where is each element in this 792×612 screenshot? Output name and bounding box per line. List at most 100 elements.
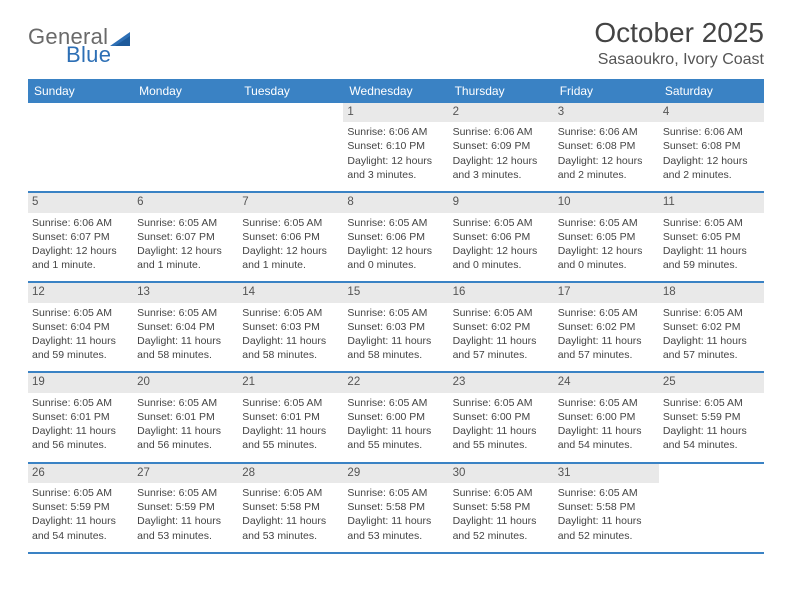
date-number: 31 bbox=[554, 464, 659, 484]
sunrise-text: Sunrise: 6:05 AM bbox=[663, 306, 760, 320]
calendar-grid: Sunday Monday Tuesday Wednesday Thursday… bbox=[28, 79, 764, 554]
date-number bbox=[659, 464, 764, 482]
day-cell: 15Sunrise: 6:05 AMSunset: 6:03 PMDayligh… bbox=[343, 283, 448, 368]
sunset-text: Sunset: 5:58 PM bbox=[347, 500, 444, 514]
day-cell: 5Sunrise: 6:06 AMSunset: 6:07 PMDaylight… bbox=[28, 193, 133, 278]
daylight-text: Daylight: 11 hours and 57 minutes. bbox=[453, 334, 550, 362]
sunset-text: Sunset: 6:01 PM bbox=[242, 410, 339, 424]
sunrise-text: Sunrise: 6:05 AM bbox=[242, 306, 339, 320]
week-row: 26Sunrise: 6:05 AMSunset: 5:59 PMDayligh… bbox=[28, 464, 764, 550]
daylight-text: Daylight: 11 hours and 55 minutes. bbox=[347, 424, 444, 452]
day-cell: 11Sunrise: 6:05 AMSunset: 6:05 PMDayligh… bbox=[659, 193, 764, 278]
day-cell: 27Sunrise: 6:05 AMSunset: 5:59 PMDayligh… bbox=[133, 464, 238, 549]
week-row: 12Sunrise: 6:05 AMSunset: 6:04 PMDayligh… bbox=[28, 283, 764, 369]
daylight-text: Daylight: 11 hours and 54 minutes. bbox=[558, 424, 655, 452]
day-cell: 12Sunrise: 6:05 AMSunset: 6:04 PMDayligh… bbox=[28, 283, 133, 368]
daylight-text: Daylight: 12 hours and 1 minute. bbox=[137, 244, 234, 272]
day-cell: 10Sunrise: 6:05 AMSunset: 6:05 PMDayligh… bbox=[554, 193, 659, 278]
sunrise-text: Sunrise: 6:05 AM bbox=[137, 306, 234, 320]
date-number: 29 bbox=[343, 464, 448, 484]
daylight-text: Daylight: 11 hours and 59 minutes. bbox=[663, 244, 760, 272]
day-cell: 24Sunrise: 6:05 AMSunset: 6:00 PMDayligh… bbox=[554, 373, 659, 458]
sunrise-text: Sunrise: 6:06 AM bbox=[558, 125, 655, 139]
sunrise-text: Sunrise: 6:05 AM bbox=[242, 486, 339, 500]
sunset-text: Sunset: 6:01 PM bbox=[137, 410, 234, 424]
daylight-text: Daylight: 11 hours and 57 minutes. bbox=[558, 334, 655, 362]
sunset-text: Sunset: 6:05 PM bbox=[558, 230, 655, 244]
day-cell bbox=[659, 464, 764, 549]
date-number: 4 bbox=[659, 103, 764, 123]
daylight-text: Daylight: 11 hours and 54 minutes. bbox=[663, 424, 760, 452]
date-number: 20 bbox=[133, 373, 238, 393]
day-cell: 30Sunrise: 6:05 AMSunset: 5:58 PMDayligh… bbox=[449, 464, 554, 549]
sunrise-text: Sunrise: 6:05 AM bbox=[558, 216, 655, 230]
date-number: 3 bbox=[554, 103, 659, 123]
day-cell: 1Sunrise: 6:06 AMSunset: 6:10 PMDaylight… bbox=[343, 103, 448, 188]
sunset-text: Sunset: 5:59 PM bbox=[137, 500, 234, 514]
date-number: 14 bbox=[238, 283, 343, 303]
daylight-text: Daylight: 11 hours and 53 minutes. bbox=[137, 514, 234, 542]
date-number bbox=[28, 103, 133, 121]
sunset-text: Sunset: 6:01 PM bbox=[32, 410, 129, 424]
date-number: 28 bbox=[238, 464, 343, 484]
weekday-saturday: Saturday bbox=[659, 79, 764, 103]
sunset-text: Sunset: 6:06 PM bbox=[453, 230, 550, 244]
day-cell: 23Sunrise: 6:05 AMSunset: 6:00 PMDayligh… bbox=[449, 373, 554, 458]
sunrise-text: Sunrise: 6:05 AM bbox=[453, 396, 550, 410]
day-cell: 20 Sunrise: 6:05 AMSunset: 6:01 PMDayligh… bbox=[133, 373, 238, 458]
day-cell: 6Sunrise: 6:05 AMSunset: 6:07 PMDaylight… bbox=[133, 193, 238, 278]
date-number: 24 bbox=[554, 373, 659, 393]
weekday-sunday: Sunday bbox=[28, 79, 133, 103]
daylight-text: Daylight: 12 hours and 0 minutes. bbox=[453, 244, 550, 272]
daylight-text: Daylight: 11 hours and 52 minutes. bbox=[453, 514, 550, 542]
day-cell: 14Sunrise: 6:05 AMSunset: 6:03 PMDayligh… bbox=[238, 283, 343, 368]
day-cell: 3Sunrise: 6:06 AMSunset: 6:08 PMDaylight… bbox=[554, 103, 659, 188]
date-number: 1 bbox=[343, 103, 448, 123]
daylight-text: Daylight: 12 hours and 1 minute. bbox=[242, 244, 339, 272]
day-cell: 26Sunrise: 6:05 AMSunset: 5:59 PMDayligh… bbox=[28, 464, 133, 549]
date-number: 26 bbox=[28, 464, 133, 484]
sunrise-text: Sunrise: 6:05 AM bbox=[242, 216, 339, 230]
sunset-text: Sunset: 6:05 PM bbox=[663, 230, 760, 244]
date-number: 7 bbox=[238, 193, 343, 213]
date-number: 8 bbox=[343, 193, 448, 213]
date-number: 19 bbox=[28, 373, 133, 393]
daylight-text: Daylight: 11 hours and 55 minutes. bbox=[453, 424, 550, 452]
date-number: 13 bbox=[133, 283, 238, 303]
day-cell: 18Sunrise: 6:05 AMSunset: 6:02 PMDayligh… bbox=[659, 283, 764, 368]
date-number: 2 bbox=[449, 103, 554, 123]
daylight-text: Daylight: 12 hours and 0 minutes. bbox=[347, 244, 444, 272]
sunrise-text: Sunrise: 6:05 AM bbox=[663, 396, 760, 410]
sunset-text: Sunset: 5:58 PM bbox=[558, 500, 655, 514]
date-number: 18 bbox=[659, 283, 764, 303]
sunrise-text: Sunrise: 6:05 AM bbox=[137, 216, 234, 230]
week-row: 5Sunrise: 6:06 AMSunset: 6:07 PMDaylight… bbox=[28, 193, 764, 279]
sunset-text: Sunset: 6:09 PM bbox=[453, 139, 550, 153]
brand-triangle-icon bbox=[110, 29, 132, 47]
day-cell: 22Sunrise: 6:05 AMSunset: 6:00 PMDayligh… bbox=[343, 373, 448, 458]
sunset-text: Sunset: 6:00 PM bbox=[558, 410, 655, 424]
daylight-text: Daylight: 11 hours and 56 minutes. bbox=[137, 424, 234, 452]
sunrise-text: Sunrise: 6:05 AM bbox=[137, 396, 234, 410]
day-cell: 13Sunrise: 6:05 AMSunset: 6:04 PMDayligh… bbox=[133, 283, 238, 368]
day-cell: 17Sunrise: 6:05 AMSunset: 6:02 PMDayligh… bbox=[554, 283, 659, 368]
daylight-text: Daylight: 11 hours and 58 minutes. bbox=[242, 334, 339, 362]
daylight-text: Daylight: 11 hours and 58 minutes. bbox=[347, 334, 444, 362]
daylight-text: Daylight: 11 hours and 53 minutes. bbox=[242, 514, 339, 542]
date-number: 11 bbox=[659, 193, 764, 213]
day-cell bbox=[28, 103, 133, 188]
date-number: 9 bbox=[449, 193, 554, 213]
daylight-text: Daylight: 12 hours and 2 minutes. bbox=[558, 154, 655, 182]
week-divider bbox=[28, 552, 764, 554]
sunrise-text: Sunrise: 6:05 AM bbox=[32, 396, 129, 410]
sunset-text: Sunset: 6:02 PM bbox=[453, 320, 550, 334]
sunrise-text: Sunrise: 6:05 AM bbox=[558, 486, 655, 500]
sunrise-text: Sunrise: 6:05 AM bbox=[558, 306, 655, 320]
sunrise-text: Sunrise: 6:05 AM bbox=[32, 306, 129, 320]
daylight-text: Daylight: 12 hours and 3 minutes. bbox=[347, 154, 444, 182]
date-number: 16 bbox=[449, 283, 554, 303]
date-number: 27 bbox=[133, 464, 238, 484]
sunset-text: Sunset: 6:06 PM bbox=[242, 230, 339, 244]
sunset-text: Sunset: 5:58 PM bbox=[242, 500, 339, 514]
sunset-text: Sunset: 6:04 PM bbox=[137, 320, 234, 334]
